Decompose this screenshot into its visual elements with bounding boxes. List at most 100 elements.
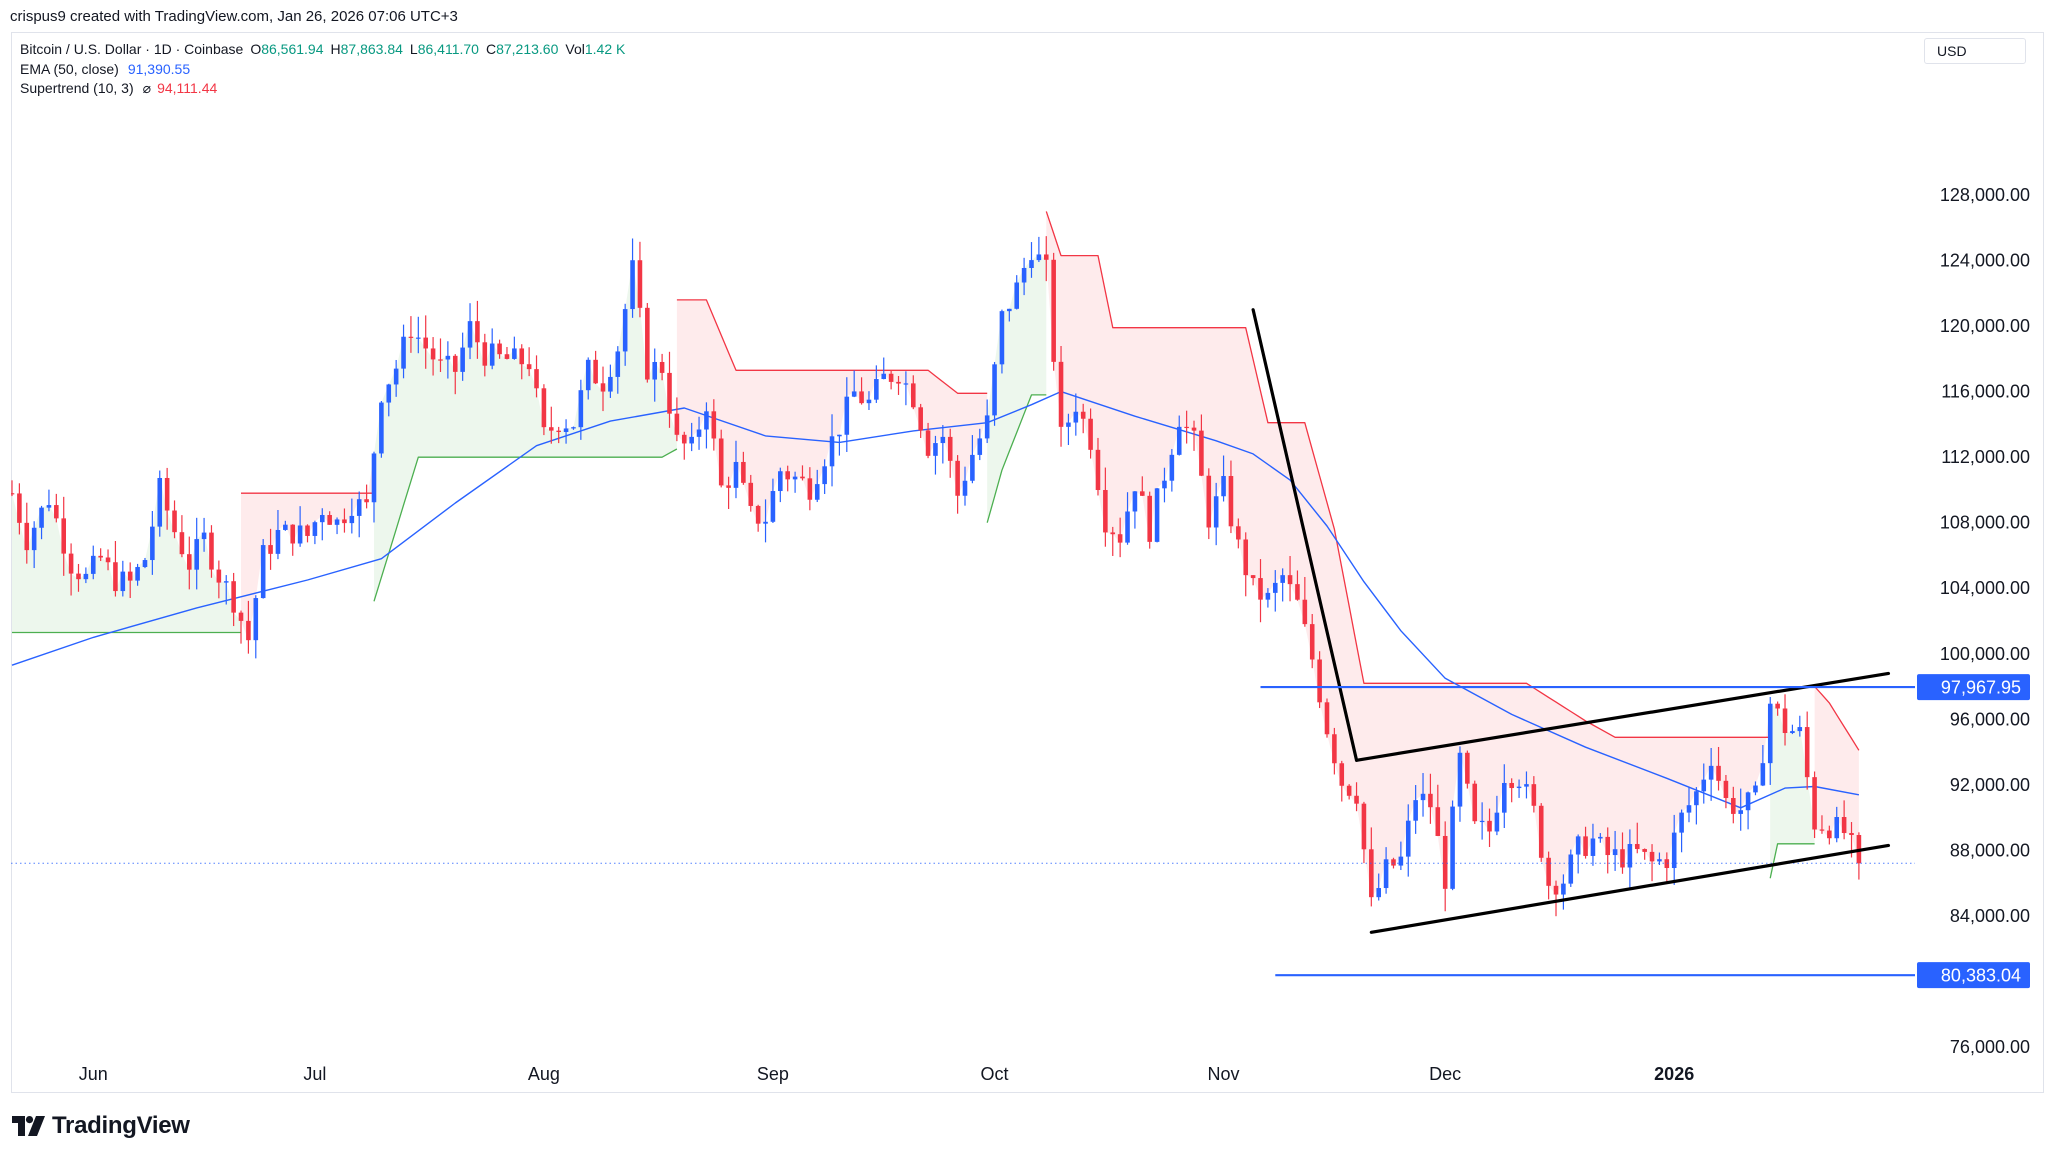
- candle-body: [1369, 849, 1374, 898]
- candle: [1679, 809, 1684, 853]
- candle-body: [98, 555, 103, 558]
- candle-body: [763, 521, 768, 524]
- candle: [467, 303, 473, 360]
- close-value: 87,213.60: [496, 41, 559, 57]
- y-axis-tick-label: 108,000.00: [1940, 513, 2030, 533]
- candle-body: [172, 510, 177, 533]
- candle: [1221, 455, 1226, 502]
- candle-body: [1627, 844, 1633, 868]
- supertrend-label: Supertrend (10, 3): [20, 80, 134, 96]
- candle: [571, 426, 576, 430]
- candle-body: [1568, 854, 1574, 884]
- visibility-icon[interactable]: ⌀: [142, 80, 152, 96]
- candle: [1339, 760, 1345, 802]
- candle: [1708, 747, 1714, 801]
- candle-body: [135, 567, 140, 581]
- candle-body: [704, 411, 709, 430]
- candle-body: [718, 438, 724, 486]
- candle: [1199, 414, 1204, 477]
- candle: [859, 377, 864, 405]
- candle-body: [356, 499, 362, 516]
- candle: [903, 371, 909, 406]
- candle-body: [1154, 488, 1160, 542]
- candle-body: [578, 390, 584, 428]
- candle-body: [1317, 659, 1322, 703]
- candle-body: [312, 522, 318, 536]
- x-axis-tick-label: Jun: [79, 1064, 108, 1084]
- tradingview-logo[interactable]: TradingView: [12, 1112, 190, 1140]
- candle: [1354, 782, 1359, 812]
- candle-body: [1413, 800, 1418, 821]
- candle-body: [1620, 849, 1625, 868]
- candle: [593, 350, 598, 385]
- candle-body: [977, 438, 983, 455]
- currency-selector[interactable]: USD: [1924, 38, 2026, 64]
- supertrend-down-fill: [676, 299, 988, 524]
- high-value: 87,863.84: [340, 41, 403, 57]
- ema-line: [11, 390, 1860, 809]
- candle-body: [1561, 883, 1566, 895]
- candle: [393, 359, 399, 397]
- candle-body: [423, 337, 428, 349]
- candle: [423, 315, 428, 369]
- candle: [127, 562, 133, 599]
- candle-body: [1324, 702, 1330, 735]
- candle-body: [1058, 361, 1064, 427]
- candle-body: [748, 482, 754, 506]
- candle: [1782, 694, 1788, 746]
- candle-body: [652, 361, 658, 380]
- candle: [1598, 833, 1603, 843]
- candle: [1694, 787, 1699, 825]
- candle: [829, 414, 835, 487]
- candle: [113, 540, 118, 597]
- candle-body: [1723, 780, 1729, 799]
- candle-body: [571, 427, 576, 429]
- candle-body: [1538, 805, 1544, 858]
- candle: [61, 496, 67, 576]
- candle-body: [1199, 430, 1204, 476]
- candle-body: [1472, 783, 1478, 822]
- candle-body: [17, 493, 22, 523]
- candle-body: [68, 553, 74, 574]
- candle: [1080, 403, 1086, 434]
- candle-body: [1169, 454, 1175, 481]
- supertrend-row[interactable]: Supertrend (10, 3) ⌀ 94,111.44: [20, 79, 625, 99]
- candle: [785, 465, 790, 492]
- candle-body: [386, 384, 392, 403]
- candle-body: [216, 569, 222, 583]
- candle-body: [837, 434, 842, 437]
- candle-body: [24, 522, 30, 551]
- candle: [563, 419, 569, 444]
- candle-body: [1686, 805, 1692, 813]
- candle: [1797, 715, 1803, 737]
- candle-body: [1080, 411, 1086, 419]
- candle-body: [445, 355, 451, 360]
- candle: [408, 316, 414, 353]
- candle-body: [290, 524, 296, 544]
- candle: [460, 332, 465, 381]
- candle-body: [1457, 752, 1463, 807]
- candle-body: [541, 388, 547, 428]
- x-axis-tick-label: Nov: [1208, 1064, 1240, 1084]
- candle: [1642, 848, 1647, 860]
- candle-body: [120, 571, 126, 592]
- candle-body: [1361, 803, 1367, 850]
- candle: [970, 435, 975, 484]
- candle: [305, 524, 310, 543]
- candle-body: [46, 505, 52, 508]
- supertrend-down-line: [1045, 211, 1771, 738]
- candle: [1383, 847, 1389, 894]
- candle: [1561, 874, 1566, 910]
- ema-row[interactable]: EMA (50, close) 91,390.55: [20, 60, 625, 80]
- candle-body: [1339, 763, 1345, 786]
- candle-body: [1797, 727, 1803, 732]
- candle-body: [1228, 476, 1234, 527]
- candle-body: [113, 562, 118, 592]
- y-axis-tick-label: 96,000.00: [1950, 709, 2030, 729]
- candle-body: [726, 485, 731, 488]
- candle: [637, 241, 643, 318]
- candle-body: [1184, 426, 1189, 429]
- candle: [1376, 873, 1381, 901]
- candle: [933, 435, 938, 475]
